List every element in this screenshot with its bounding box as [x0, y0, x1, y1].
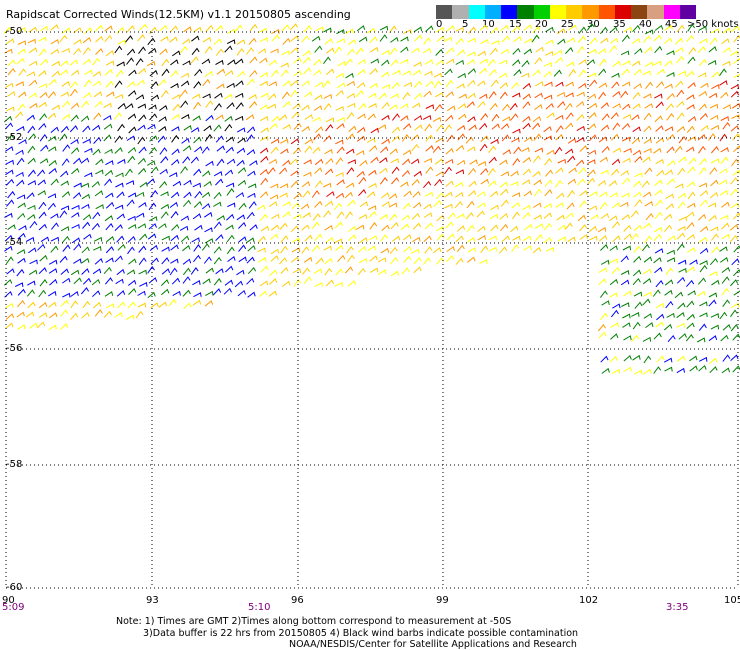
lon-label-96: 96: [291, 595, 304, 606]
legend-label-0: 0: [436, 19, 443, 30]
time-label-end: 3:35: [666, 602, 689, 613]
lat-label-54s: -54: [6, 237, 23, 248]
lat-label-52s: -52: [6, 132, 23, 143]
legend-label-25: 25: [561, 19, 574, 30]
note-line-2: 3)Data buffer is 22 hrs from 20150805 4)…: [143, 628, 579, 639]
legend-label-15: 15: [509, 19, 522, 30]
legend-swatch: [436, 5, 453, 19]
legend-swatch: [647, 5, 664, 19]
legend-swatch: [549, 5, 566, 19]
legend-swatch: [679, 5, 696, 19]
lat-label-60s: -60: [6, 582, 23, 593]
lat-lon-grid: [5, 31, 739, 589]
legend-swatch: [663, 5, 680, 19]
legend-swatch: [468, 5, 485, 19]
legend-swatch: [452, 5, 469, 19]
legend-swatch: [566, 5, 583, 19]
legend-swatch: [484, 5, 501, 19]
map-title: Rapidscat Corrected Winds(12.5KM) v1.1 2…: [6, 8, 351, 21]
legend-label-10: 10: [482, 19, 495, 30]
wind-barbs-layer: [3, 23, 740, 375]
legend-label-45: 45: [665, 19, 678, 30]
note-line-1: Note: 1) Times are GMT 2)Times along bot…: [116, 616, 512, 627]
lon-label-93: 93: [146, 595, 159, 606]
time-label-start: 5:09: [2, 602, 25, 613]
lon-label-99: 99: [436, 595, 449, 606]
legend-swatch: [582, 5, 599, 19]
lat-label-56s: -56: [6, 343, 23, 354]
legend-swatch: [614, 5, 631, 19]
legend-label-30: 30: [587, 19, 600, 30]
lon-label-102: 102: [579, 595, 599, 606]
legend-swatch: [517, 5, 534, 19]
wind-speed-legend-labels: 0 5 10 15 20 25 30 35 40 45 >50 knots: [432, 19, 740, 31]
legend-label-5: 5: [462, 19, 469, 30]
legend-label-40: 40: [639, 19, 652, 30]
legend-swatch: [533, 5, 550, 19]
legend-swatch: [501, 5, 518, 19]
legend-swatch: [631, 5, 648, 19]
wind-speed-color-legend: [436, 5, 696, 19]
legend-label-35: 35: [613, 19, 626, 30]
lon-label-90: 90: [2, 595, 15, 606]
note-line-3: NOAA/NESDIS/Center for Satellite Applica…: [289, 639, 577, 650]
lat-label-58s: -58: [6, 459, 23, 470]
legend-swatch: [598, 5, 615, 19]
legend-label-20: 20: [535, 19, 548, 30]
time-label-middle: 5:10: [248, 602, 271, 613]
lat-label-50s: -50: [6, 26, 23, 37]
legend-label-50-knots: >50 knots: [687, 19, 739, 30]
lon-label-105: 105: [724, 595, 740, 606]
